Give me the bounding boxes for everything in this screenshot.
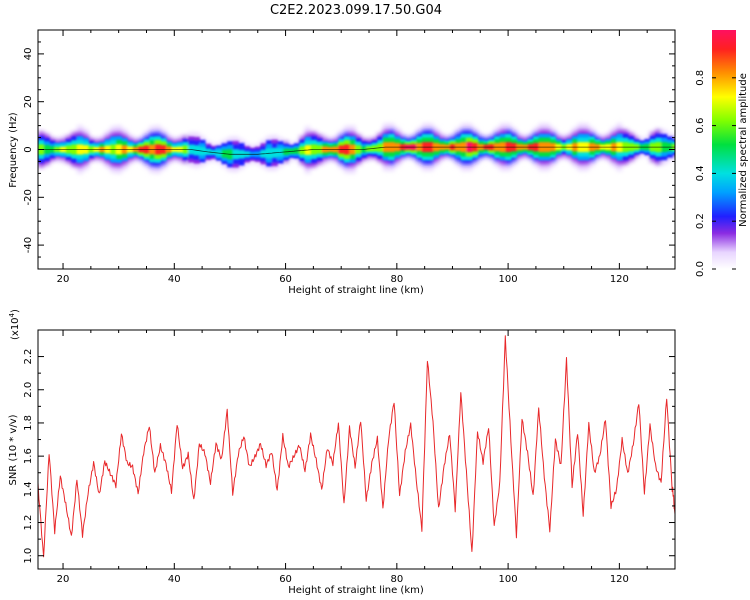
spectrogram-y-label: Frequency (Hz) [8, 112, 19, 188]
spectrogram-y-tick-label: 20 [23, 95, 34, 108]
snr-y-tick-label: 1.8 [23, 415, 34, 431]
snr-plot-area [38, 335, 675, 558]
figure-title: C2E2.2023.099.17.50.G04 [270, 3, 442, 18]
spectrogram-y-tick-label: -40 [23, 237, 34, 253]
snr-y-tick-label: 2.2 [23, 349, 34, 365]
snr-y-tick-label: 1.4 [23, 481, 34, 497]
spectrogram-y-tick-label: -20 [23, 189, 34, 205]
colorbar-tick-label: 0.2 [695, 213, 706, 229]
spectrogram-y-tick-label: 40 [23, 48, 34, 61]
colorbar-tick-label: 0.4 [695, 165, 706, 181]
snr-x-tick-label: 100 [499, 574, 518, 585]
spectrogram-axes: 20 40 60 80 100 120 -40 -20 0 20 40 [23, 29, 676, 285]
spectrogram-x-tick-label: 40 [168, 274, 181, 285]
colorbar-tick-label: 0.8 [695, 70, 706, 86]
spectrogram-marks [38, 123, 675, 179]
spectrogram-x-tick-label: 120 [610, 274, 629, 285]
snr-x-tick-label: 60 [279, 574, 292, 585]
snr-x-tick-label: 80 [390, 574, 403, 585]
colorbar-ticks: 0.0 0.2 0.4 0.6 0.8 [695, 70, 736, 277]
colorbar-gradient [712, 30, 736, 269]
snr-y-label: SNR (10 * v/v) [8, 414, 19, 485]
snr-multiplier-exponent: 4 [8, 312, 16, 317]
snr-x-tick-label: 20 [57, 574, 70, 585]
colorbar: 0.0 0.2 0.4 0.6 0.8 Normalized spectral ampl… [695, 30, 749, 277]
colorbar-tick-label: 0.6 [695, 118, 706, 134]
spectrogram-x-label: Height of straight line (km) [288, 285, 424, 296]
snr-x-tick-label: 40 [168, 574, 181, 585]
colorbar-tick-label: 0.0 [695, 261, 706, 277]
snr-frame [37, 329, 676, 570]
snr-y-tick-label: 1.6 [23, 448, 34, 464]
snr-x-tick-label: 120 [610, 574, 629, 585]
spectrogram-x-tick-label: 60 [279, 274, 292, 285]
colorbar-label: Normalized spectral amplitude [738, 73, 749, 227]
snr-multiplier-label: (x104) [8, 309, 21, 340]
snr-series-line [38, 335, 675, 558]
snr-y-tick-label: 1.0 [23, 548, 34, 564]
snr-x-label: Height of straight line (km) [288, 585, 424, 596]
spectrogram-x-tick-label: 80 [390, 274, 403, 285]
snr-axes: 20 40 60 80 100 120 1.0 1.2 1.4 1.6 1.8 2.0 2.2 [23, 330, 676, 585]
spectrogram-x-tick-label: 20 [57, 274, 70, 285]
snr-panel: 20 40 60 80 100 120 1.0 1.2 1.4 1.6 1.8 2.0 2.2 Heig… [8, 309, 676, 596]
spectrogram-x-tick-label: 100 [499, 274, 518, 285]
snr-y-tick-label: 1.2 [23, 515, 34, 531]
spectrogram-panel: 20 40 60 80 100 120 -40 -20 0 20 40 Height of stra… [8, 29, 676, 296]
spectrogram-ridge-line [38, 146, 675, 155]
spectrogram-y-tick-label: 0 [23, 146, 34, 152]
snr-y-tick-label: 2.0 [23, 382, 34, 398]
